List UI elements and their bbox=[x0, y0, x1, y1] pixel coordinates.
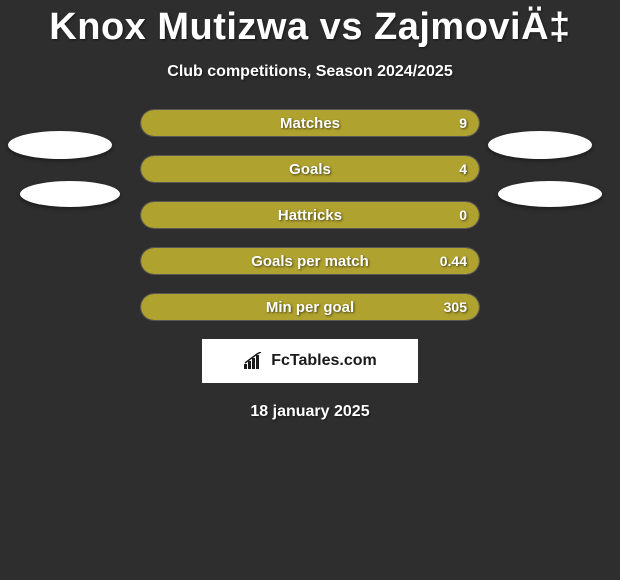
player-avatar-placeholder bbox=[488, 131, 592, 159]
comparison-chart: Matches9Goals4Hattricks0Goals per match0… bbox=[0, 109, 620, 321]
stat-row: Min per goal305 bbox=[140, 293, 480, 321]
stat-row: Matches9 bbox=[140, 109, 480, 137]
fctables-logo: FcTables.com bbox=[202, 339, 418, 383]
stat-value: 305 bbox=[444, 294, 467, 320]
player-avatar-placeholder bbox=[20, 181, 120, 207]
stat-label: Goals bbox=[141, 156, 479, 182]
stat-label: Hattricks bbox=[141, 202, 479, 228]
player-avatar-placeholder bbox=[498, 181, 602, 207]
stat-value: 4 bbox=[459, 156, 467, 182]
stat-value: 0 bbox=[459, 202, 467, 228]
stat-row: Goals per match0.44 bbox=[140, 247, 480, 275]
stat-label: Matches bbox=[141, 110, 479, 136]
stat-label: Goals per match bbox=[141, 248, 479, 274]
page-title: Knox Mutizwa vs ZajmoviÄ‡ bbox=[0, 0, 620, 49]
stat-label: Min per goal bbox=[141, 294, 479, 320]
subtitle: Club competitions, Season 2024/2025 bbox=[0, 63, 620, 81]
date-label: 18 january 2025 bbox=[0, 403, 620, 421]
stat-value: 9 bbox=[459, 110, 467, 136]
stat-row: Goals4 bbox=[140, 155, 480, 183]
bar-chart-icon bbox=[243, 352, 265, 370]
stat-row: Hattricks0 bbox=[140, 201, 480, 229]
stat-value: 0.44 bbox=[440, 248, 467, 274]
logo-text: FcTables.com bbox=[271, 352, 377, 370]
player-avatar-placeholder bbox=[8, 131, 112, 159]
